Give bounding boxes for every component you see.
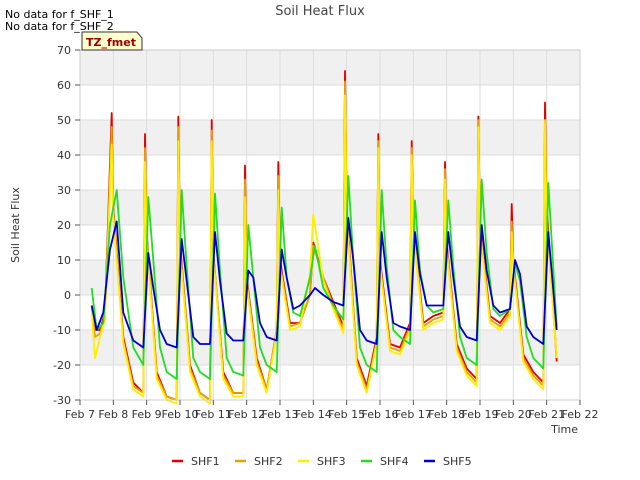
chart-title: Soil Heat Flux	[275, 4, 365, 19]
x-tick-label: Feb 11	[195, 408, 232, 421]
legend-label-shf2: SHF2	[254, 455, 283, 468]
x-tick-label: Feb 12	[228, 408, 265, 421]
no-data-message-1: No data for f_SHF_1	[5, 8, 114, 21]
x-tick-label: Feb 7	[65, 408, 95, 421]
site-badge-label: TZ_fmet	[86, 36, 136, 49]
y-tick-label: 50	[57, 114, 71, 127]
x-tick-label: Feb 19	[462, 408, 499, 421]
x-tick-label: Feb 18	[428, 408, 465, 421]
grid-band	[80, 260, 580, 295]
y-tick-label: 30	[57, 184, 71, 197]
legend-label-shf1: SHF1	[191, 455, 220, 468]
y-tick-label: 70	[57, 44, 71, 57]
y-tick-label: -10	[53, 324, 71, 337]
x-tick-label: Feb 14	[295, 408, 332, 421]
legend-label-shf4: SHF4	[380, 455, 409, 468]
x-tick-label: Feb 17	[395, 408, 432, 421]
series-line-shf3	[90, 94, 558, 405]
y-tick-label: 20	[57, 219, 71, 232]
x-tick-label: Feb 10	[162, 408, 199, 421]
y-tick-label: 60	[57, 79, 71, 92]
legend: SHF1 SHF2 SHF3 SHF4 SHF5	[172, 455, 472, 468]
x-tick-label: Feb 16	[362, 408, 399, 421]
y-tick-label: 10	[57, 254, 71, 267]
series-lines	[90, 70, 558, 405]
legend-label-shf5: SHF5	[443, 455, 472, 468]
y-axis: -30 -20 -10 0 10 20 30 40 50 60 70	[53, 44, 80, 407]
y-axis-label: Soil Heat Flux	[9, 187, 22, 263]
legend-label-shf3: SHF3	[317, 455, 346, 468]
x-tick-label: Feb 9	[132, 408, 162, 421]
x-tick-label: Feb 15	[328, 408, 365, 421]
y-tick-label: -30	[53, 394, 71, 407]
series-line-shf5	[90, 217, 558, 349]
y-tick-label: 40	[57, 149, 71, 162]
grid-band	[80, 190, 580, 225]
x-axis-label: Time	[550, 423, 578, 436]
y-tick-label: 0	[64, 289, 71, 302]
x-tick-label: Feb 8	[98, 408, 128, 421]
x-tick-label: Feb 20	[495, 408, 532, 421]
series-line-shf4	[90, 175, 558, 380]
x-tick-label: Feb 21	[528, 408, 565, 421]
x-tick-label: Feb 22	[562, 408, 599, 421]
y-tick-label: -20	[53, 359, 71, 372]
grid-bands	[80, 50, 580, 365]
no-data-message-2: No data for f_SHF_2	[5, 20, 114, 33]
grid-band	[80, 50, 580, 85]
grid-band	[80, 120, 580, 155]
x-tick-label: Feb 13	[262, 408, 299, 421]
site-badge: TZ_fmet	[81, 31, 143, 51]
